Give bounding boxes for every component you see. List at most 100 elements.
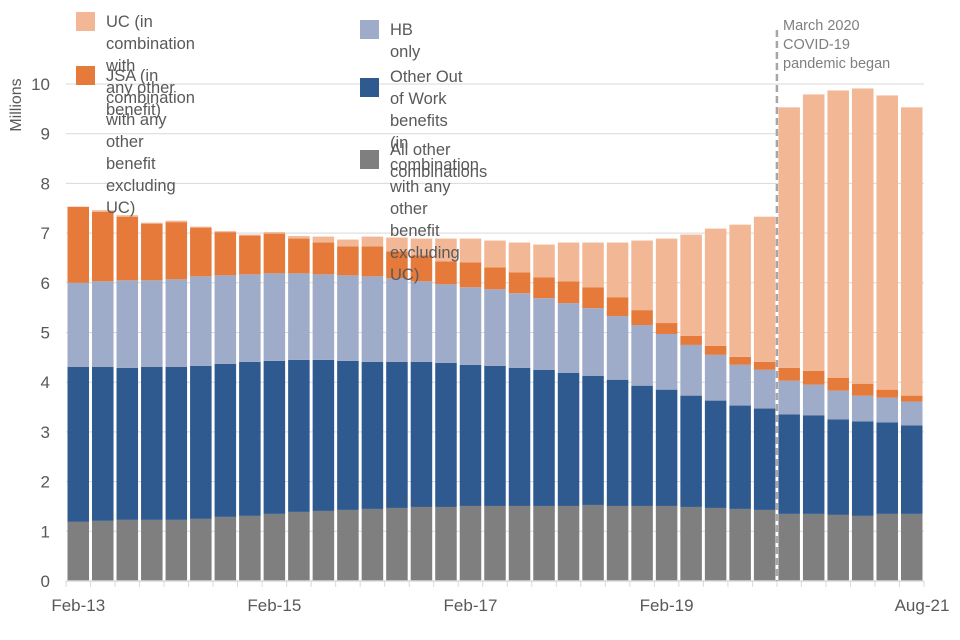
bar-segment-4	[92, 210, 114, 212]
bar-segment-2	[190, 276, 212, 366]
bar-May-17	[484, 240, 506, 581]
bar-segment-2	[508, 293, 531, 368]
bar-segment-4	[606, 242, 629, 298]
bar-segment-2	[631, 325, 653, 386]
bar-segment-0	[239, 515, 261, 581]
bar-Nov-15	[337, 239, 359, 581]
legend-swatch-jsa	[76, 66, 95, 85]
legend-swatch-hb	[360, 20, 379, 39]
bar-segment-0	[263, 513, 286, 581]
x-tick-label: Feb-15	[247, 596, 301, 615]
bar-segment-0	[337, 509, 359, 581]
bar-segment-3	[67, 206, 90, 283]
bar-segment-2	[337, 275, 359, 361]
bar-segment-2	[827, 390, 849, 420]
bar-segment-1	[851, 421, 874, 516]
y-tick-label: 3	[41, 423, 50, 442]
y-tick-label: 4	[41, 373, 50, 392]
bar-segment-2	[851, 395, 874, 422]
y-tick-label: 0	[41, 572, 50, 591]
bar-segment-3	[484, 267, 506, 290]
bar-segment-0	[704, 507, 727, 581]
bar-segment-0	[802, 513, 825, 581]
bar-segment-1	[802, 415, 825, 514]
bar-segment-1	[141, 366, 163, 520]
bar-segment-2	[386, 278, 408, 362]
bar-segment-2	[753, 369, 776, 409]
legend-label: All other combinations	[390, 141, 488, 181]
bar-May-20	[778, 107, 800, 581]
bar-segment-1	[753, 408, 776, 510]
bar-segment-2	[704, 354, 727, 401]
bar-segment-1	[557, 372, 580, 506]
bar-segment-0	[92, 520, 114, 581]
x-tick-label: Feb-13	[51, 596, 105, 615]
bar-Feb-18	[557, 242, 580, 581]
bar-segment-2	[729, 364, 751, 406]
bar-segment-4	[116, 215, 139, 217]
bar-segment-4	[288, 236, 310, 239]
bars	[67, 88, 923, 581]
bar-segment-0	[851, 515, 874, 581]
y-tick-label: 2	[41, 473, 50, 492]
bar-segment-0	[778, 513, 800, 581]
bar-Nov-17	[533, 244, 555, 581]
bar-segment-4	[753, 216, 776, 362]
bar-segment-2	[876, 397, 898, 423]
y-tick-label: 1	[41, 522, 50, 541]
bar-segment-1	[655, 389, 678, 506]
bar-segment-3	[239, 235, 261, 275]
bar-segment-4	[704, 228, 727, 346]
bar-segment-0	[435, 506, 457, 581]
bar-segment-0	[827, 514, 849, 581]
bar-segment-3	[361, 246, 384, 277]
bar-segment-2	[655, 333, 678, 390]
bar-segment-0	[116, 519, 139, 581]
bar-segment-1	[459, 364, 482, 506]
bar-May-19	[680, 234, 702, 581]
bar-segment-2	[778, 380, 800, 415]
bar-segment-1	[704, 400, 727, 508]
bar-segment-2	[165, 279, 188, 367]
bar-May-16	[386, 237, 408, 581]
legend-label: Other Out of Work benefits (in combinati…	[390, 68, 479, 284]
bar-segment-4	[655, 238, 678, 324]
bar-segment-3	[827, 377, 849, 391]
bar-Nov-18	[631, 240, 653, 581]
bar-segment-0	[753, 509, 776, 581]
bar-Feb-19	[655, 238, 678, 581]
bar-segment-2	[606, 316, 629, 380]
bar-segment-0	[165, 519, 188, 581]
bar-segment-1	[263, 360, 286, 514]
bar-segment-1	[288, 359, 310, 512]
legend-item-uc: UC (in combination with any other benefi…	[76, 11, 195, 121]
bar-segment-3	[876, 389, 898, 398]
bar-segment-3	[92, 211, 114, 282]
bar-segment-0	[214, 516, 237, 581]
bar-segment-3	[141, 223, 163, 281]
bar-segment-2	[533, 298, 555, 370]
bar-segment-3	[165, 222, 188, 280]
bar-Feb-17	[459, 238, 482, 581]
bar-segment-1	[361, 361, 384, 509]
x-tick-labels: Feb-13 Feb-15 Feb-17 Feb-19 Aug-21	[51, 596, 949, 615]
bar-segment-2	[141, 280, 163, 367]
bar-segment-3	[116, 216, 139, 281]
bar-segment-3	[802, 370, 825, 385]
bar-segment-4	[190, 226, 212, 228]
bar-Feb-13	[67, 206, 90, 581]
bar-segment-2	[263, 273, 286, 361]
bar-Nov-20	[827, 90, 849, 581]
bar-segment-1	[827, 419, 849, 515]
bar-segment-4	[508, 242, 531, 273]
bar-segment-3	[753, 361, 776, 370]
bar-segment-1	[214, 363, 237, 517]
bar-segment-0	[386, 507, 408, 581]
bar-segment-0	[410, 506, 433, 581]
bar-segment-0	[361, 508, 384, 581]
bar-segment-0	[557, 505, 580, 581]
bar-segment-4	[337, 239, 359, 247]
bar-Feb-15	[263, 232, 286, 581]
bar-Aug-17	[508, 242, 531, 581]
bar-segment-4	[165, 220, 188, 223]
